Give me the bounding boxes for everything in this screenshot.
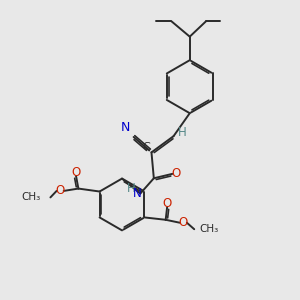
Text: CH₃: CH₃ xyxy=(22,192,41,203)
Text: O: O xyxy=(56,184,65,197)
Text: N: N xyxy=(120,121,130,134)
Text: O: O xyxy=(71,166,81,179)
Text: H: H xyxy=(127,182,135,195)
Text: N: N xyxy=(133,187,142,200)
Text: O: O xyxy=(171,167,181,180)
Text: O: O xyxy=(179,216,188,229)
Text: O: O xyxy=(163,197,172,210)
Text: CH₃: CH₃ xyxy=(200,224,219,234)
Text: H: H xyxy=(178,126,187,139)
Text: C: C xyxy=(142,142,150,152)
